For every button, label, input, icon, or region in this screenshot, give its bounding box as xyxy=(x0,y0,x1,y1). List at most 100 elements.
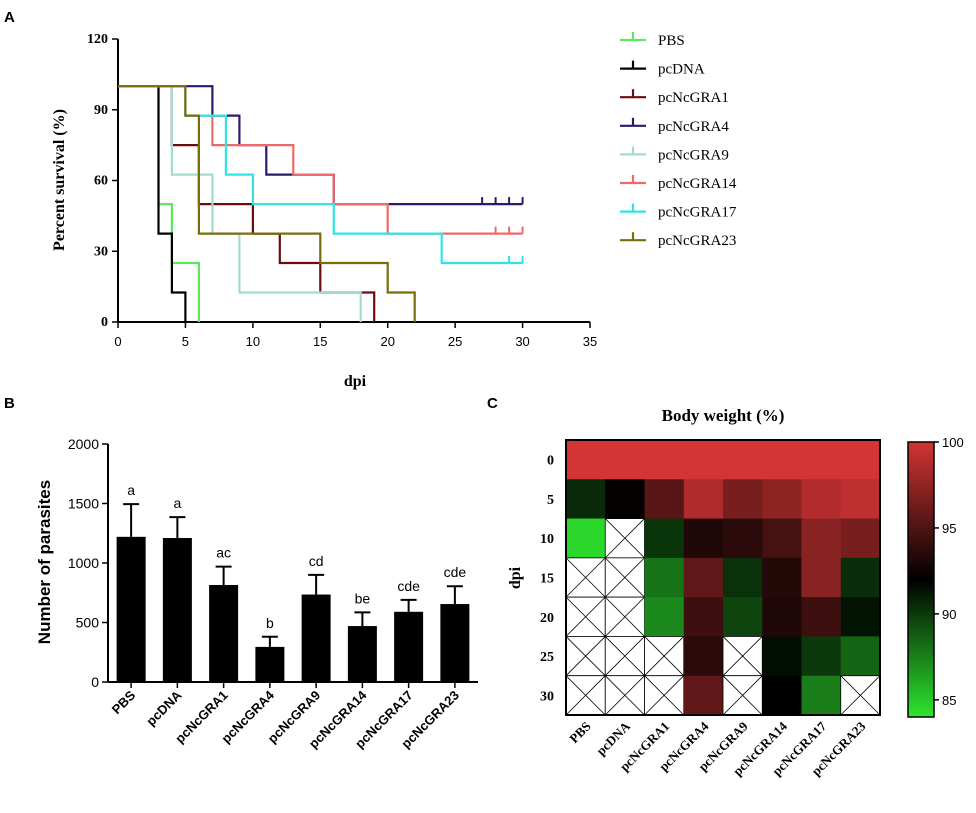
y-axis-title: Percent survival (%) xyxy=(51,109,68,251)
survival-line-pcncgra23 xyxy=(118,85,416,322)
empty-cell-cross xyxy=(565,596,606,637)
heatmap-frame xyxy=(565,439,881,716)
significance-label: b xyxy=(266,615,274,631)
survival-line-pcncgra14 xyxy=(118,85,523,235)
empty-cell-cross xyxy=(722,675,763,716)
colorbar-tick-label: 100 xyxy=(942,435,964,450)
heatmap-cell xyxy=(840,557,881,598)
row-label: 5 xyxy=(547,493,554,508)
bar-pcncgra4 xyxy=(255,646,285,682)
bar-pcncgra9 xyxy=(301,594,331,682)
bar-pcncgra17 xyxy=(394,611,424,682)
legend-label-pcncgra1: pcNcGRA1 xyxy=(658,90,729,106)
y-tick-label: 120 xyxy=(87,32,108,47)
significance-label: cde xyxy=(397,578,420,594)
legend-label-pcncgra14: pcNcGRA14 xyxy=(658,176,737,192)
row-label: 15 xyxy=(540,572,554,587)
heatmap-cell xyxy=(840,518,881,559)
x-tick-label: 15 xyxy=(313,334,327,349)
heatmap-cell xyxy=(683,636,724,677)
heatmap-cell xyxy=(723,479,763,520)
y-tick-label: 1500 xyxy=(68,496,99,512)
significance-label: be xyxy=(355,590,371,606)
y-tick-label: 2000 xyxy=(68,436,99,452)
heatmap-cell xyxy=(801,518,842,559)
row-label: 25 xyxy=(540,650,554,665)
significance-label: cde xyxy=(444,564,467,580)
empty-cell-cross xyxy=(644,675,685,716)
empty-cell-cross xyxy=(604,636,645,676)
colorbar-tick-label: 90 xyxy=(942,607,956,622)
empty-cell-cross xyxy=(604,596,645,637)
row-label: 20 xyxy=(540,611,554,626)
heatmap-cell xyxy=(840,440,881,480)
legend-label-pcncgra9: pcNcGRA9 xyxy=(658,147,729,163)
x-tick-label: 35 xyxy=(583,334,597,349)
x-tick-label-pbs: PBS xyxy=(109,687,139,717)
x-tick-label: 0 xyxy=(114,334,121,349)
heatmap-cell xyxy=(801,675,842,716)
y-tick-label: 60 xyxy=(94,174,108,189)
heatmap-cell xyxy=(723,597,763,637)
colorbar-tick-label: 95 xyxy=(942,521,956,536)
heatmap-cell xyxy=(723,440,763,480)
heatmap-cell xyxy=(840,597,881,637)
panel-label-a: A xyxy=(4,9,15,26)
heatmap-cell xyxy=(840,636,881,677)
empty-cell-cross xyxy=(565,675,606,716)
heatmap-cell xyxy=(566,479,606,520)
heatmap-cell xyxy=(801,479,842,520)
heatmap-cell xyxy=(762,597,802,637)
x-tick-label-pcdna: pcDNA xyxy=(143,687,185,729)
heatmap-y-title: dpi xyxy=(507,566,524,589)
heatmap-cell xyxy=(605,479,645,520)
heatmap-cell xyxy=(644,597,685,637)
row-label: 30 xyxy=(540,689,554,704)
heatmap-cell xyxy=(566,518,606,559)
heatmap-cell xyxy=(762,557,802,598)
heatmap-cell xyxy=(762,479,802,520)
colorbar-tick-label: 85 xyxy=(942,693,956,708)
heatmap-cell xyxy=(801,440,842,480)
parasite-bar-chart: 0 500 1000 1500 2000 Number of parasites a PBS a… xyxy=(35,436,478,751)
survival-chart: 0 5 10 15 20 25 30 35 0 30 60 90 120 dpi Percent survi… xyxy=(51,32,737,390)
heatmap-cell xyxy=(762,440,802,480)
empty-cell-cross xyxy=(604,557,645,598)
heatmap-cell xyxy=(644,557,685,598)
empty-cell-cross xyxy=(565,557,606,598)
heatmap-cell xyxy=(762,675,802,716)
y-tick-label: 0 xyxy=(101,315,108,330)
empty-cell-cross xyxy=(565,636,606,676)
heatmap-cell xyxy=(801,597,842,637)
y-tick-label: 500 xyxy=(76,615,100,631)
heatmap-cell xyxy=(683,440,724,480)
x-axis-title: dpi xyxy=(344,373,367,390)
x-tick-label: 5 xyxy=(182,334,189,349)
x-tick-label: 25 xyxy=(448,334,462,349)
bar-pcdna xyxy=(162,538,192,682)
legend-label-pcncgra17: pcNcGRA17 xyxy=(658,205,737,221)
heatmap-cell xyxy=(683,675,724,716)
bar-pbs xyxy=(116,536,146,682)
heatmap-cell xyxy=(801,557,842,598)
empty-cell-cross xyxy=(722,636,763,676)
legend-label-pcncgra4: pcNcGRA4 xyxy=(658,119,729,135)
empty-cell-cross xyxy=(604,675,645,716)
heatmap-cell xyxy=(683,479,724,520)
x-tick-label: 10 xyxy=(246,334,260,349)
heatmap-cell xyxy=(644,518,685,559)
significance-label: a xyxy=(127,482,135,498)
heatmap-cell xyxy=(605,440,645,480)
heatmap-cell xyxy=(566,440,606,480)
legend-label-pbs: PBS xyxy=(658,33,685,49)
y-tick-label: 30 xyxy=(94,244,108,259)
empty-cell-cross xyxy=(604,518,645,559)
heatmap-cell xyxy=(683,557,724,598)
heatmap-cell xyxy=(762,518,802,559)
heatmap-cell xyxy=(840,479,881,520)
heatmap-cell xyxy=(644,440,685,480)
panel-label-b: B xyxy=(4,395,15,412)
survival-line-pcdna xyxy=(118,85,187,322)
x-tick-label: 30 xyxy=(515,334,529,349)
heatmap-cell xyxy=(801,636,842,677)
